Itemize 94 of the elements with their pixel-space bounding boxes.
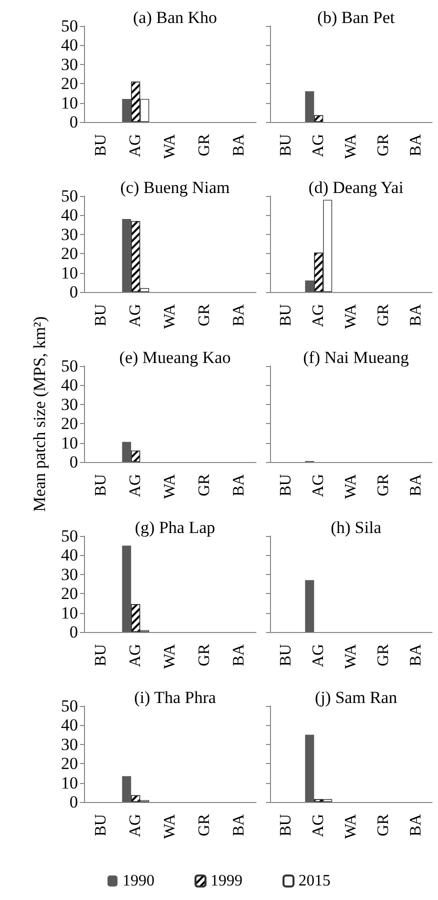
y-tick-label: 20 — [61, 74, 78, 94]
x-tick-label: BA — [230, 814, 248, 836]
y-tick-label: 10 — [61, 263, 78, 282]
legend-label: 1990 — [122, 872, 154, 890]
x-tick-label: AG — [127, 814, 144, 838]
x-tick-label: WA — [342, 134, 360, 159]
y-tick-label: 20 — [61, 584, 78, 604]
x-tick-label: BU — [278, 134, 295, 156]
x-tick-label: BA — [407, 474, 424, 496]
chart-title: (d) Deang Yai — [308, 178, 404, 197]
x-tick-label: BA — [407, 134, 424, 156]
x-tick-label: WA — [162, 474, 178, 499]
x-tick-label: BU — [278, 474, 295, 496]
x-tick-label: GR — [374, 644, 392, 666]
x-tick-label: GR — [196, 814, 213, 836]
x-tick-label: AG — [127, 304, 144, 328]
x-tick-label: BU — [278, 304, 295, 326]
x-tick-label: WA — [162, 644, 178, 669]
y-tick-label: 40 — [61, 206, 78, 225]
x-tick-label: GR — [196, 644, 213, 666]
x-tick-label: AG — [310, 304, 328, 328]
y-tick-label: 30 — [61, 224, 78, 244]
y-tick-label: 10 — [61, 603, 78, 622]
y-tick-label: 10 — [61, 93, 78, 112]
y-tick-label: 40 — [61, 546, 78, 565]
x-tick-label: GR — [374, 474, 392, 496]
y-tick-label: 0 — [70, 282, 78, 302]
x-tick-label: AG — [310, 814, 328, 838]
x-tick-label: BU — [92, 644, 110, 666]
x-tick-label: WA — [162, 304, 178, 329]
x-tick-label: GR — [374, 304, 392, 326]
y-tick-label: 40 — [61, 376, 78, 395]
x-tick-label: AG — [127, 134, 144, 158]
x-tick-label: GR — [196, 474, 213, 496]
x-tick-label: BA — [230, 644, 248, 666]
y-tick-label: 40 — [61, 716, 78, 735]
x-tick-label: BU — [92, 814, 110, 836]
y-tick-label: 30 — [61, 394, 78, 414]
x-tick-label: AG — [127, 474, 144, 498]
x-tick-label: WA — [342, 814, 360, 839]
x-tick-label: GR — [374, 814, 392, 836]
x-tick-label: GR — [374, 134, 392, 156]
x-tick-label: WA — [342, 474, 360, 499]
x-tick-label: BU — [92, 304, 110, 326]
chart-title: (j) Sam Ran — [314, 688, 398, 707]
x-tick-label: BA — [407, 644, 424, 666]
x-tick-label: BA — [407, 814, 424, 836]
x-tick-label: BU — [92, 474, 110, 496]
y-tick-label: 0 — [70, 452, 78, 472]
x-tick-label: AG — [310, 644, 328, 668]
x-tick-label: BU — [278, 644, 295, 666]
chart-title: (g) Pha Lap — [134, 518, 216, 537]
chart-title: (h) Sila — [330, 518, 382, 537]
x-tick-label: WA — [342, 304, 360, 329]
y-tick-label: 40 — [61, 36, 78, 55]
legend-label: 2015 — [298, 872, 330, 890]
y-tick-label: 50 — [61, 526, 78, 546]
y-tick-label: 50 — [61, 696, 78, 716]
y-tick-label: 10 — [61, 433, 78, 452]
y-tick-label: 50 — [61, 356, 78, 376]
y-tick-label: 50 — [61, 16, 78, 36]
chart-title: (e) Mueang Kao — [119, 348, 231, 367]
y-tick-label: 30 — [61, 54, 78, 74]
y-tick-label: 10 — [61, 773, 78, 792]
x-tick-label: GR — [196, 304, 213, 326]
x-tick-label: AG — [310, 134, 328, 158]
y-tick-label: 20 — [61, 414, 78, 434]
y-tick-label: 0 — [70, 622, 78, 642]
y-tick-label: 0 — [70, 792, 78, 812]
x-tick-label: BU — [92, 134, 110, 156]
chart-title: (a) Ban Kho — [132, 8, 218, 27]
x-tick-label: AG — [127, 644, 144, 668]
chart-title: (i) Tha Phra — [134, 688, 216, 707]
x-tick-label: AG — [310, 474, 328, 498]
chart-title: (c) Bueng Niam — [120, 178, 230, 197]
x-tick-label: BA — [230, 304, 248, 326]
x-tick-label: BA — [230, 134, 248, 156]
y-axis-title: Mean patch size (MPS, km²) — [30, 316, 49, 512]
x-tick-label: WA — [162, 814, 178, 839]
legend-label: 1999 — [210, 872, 242, 890]
x-tick-label: BA — [407, 304, 424, 326]
x-tick-label: WA — [342, 644, 360, 669]
y-tick-label: 20 — [61, 244, 78, 264]
chart-title: (b) Ban Pet — [317, 8, 395, 27]
y-tick-label: 30 — [61, 734, 78, 754]
x-tick-label: GR — [196, 134, 213, 156]
y-tick-label: 0 — [70, 112, 78, 132]
chart-title: (f) Nai Mueang — [303, 348, 410, 367]
x-tick-label: BU — [278, 814, 295, 836]
x-tick-label: BA — [230, 474, 248, 496]
y-tick-label: 50 — [61, 186, 78, 206]
y-tick-label: 30 — [61, 564, 78, 584]
y-tick-label: 20 — [61, 754, 78, 774]
x-tick-label: WA — [162, 134, 178, 159]
